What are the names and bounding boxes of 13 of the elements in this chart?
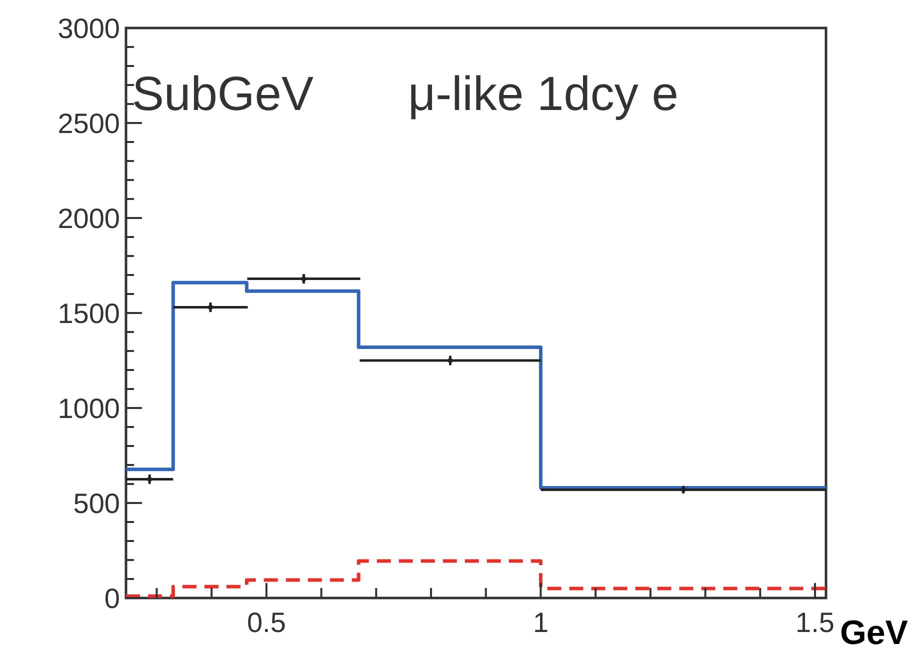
y-tick-label: 1000 (58, 392, 120, 424)
y-tick-label: 500 (73, 488, 120, 519)
y-tick-label: 3000 (58, 12, 120, 44)
y-tick-label: 2500 (58, 108, 120, 139)
y-tick-label: 2000 (58, 202, 120, 234)
y-tick-label: 0 (104, 582, 120, 614)
annotation: SubGeV (132, 68, 314, 121)
x-tick-label: 0.5 (246, 607, 286, 638)
y-tick-label: 1500 (58, 298, 120, 329)
x-tick-label: 1.5 (796, 607, 834, 638)
annotation: μ-like 1dcy e (408, 68, 678, 121)
x-axis-title: GeV (840, 614, 908, 652)
x-tick-label: 1 (532, 607, 549, 638)
